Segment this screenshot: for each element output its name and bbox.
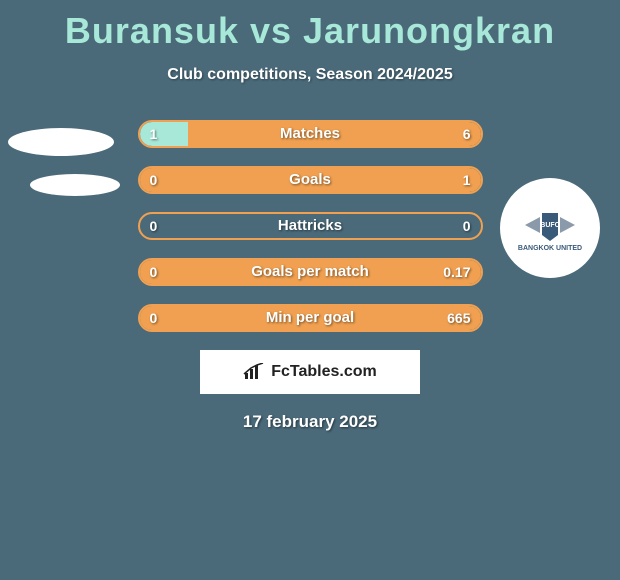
stat-label: Goals per match [140, 260, 481, 284]
stat-label: Min per goal [140, 306, 481, 330]
player-right-badge: BUFC BANGKOK UNITED [500, 178, 600, 278]
stat-value-right: 6 [463, 122, 471, 146]
club-logo: BUFC BANGKOK UNITED [500, 178, 600, 278]
stat-row: 0Goals1 [138, 166, 483, 194]
brand-badge: FcTables.com [200, 350, 420, 394]
stat-label: Hattricks [140, 214, 481, 238]
club-name: BANGKOK UNITED [518, 245, 582, 252]
stat-value-right: 1 [463, 168, 471, 192]
stat-value-right: 0.17 [443, 260, 470, 284]
stat-row: 1Matches6 [138, 120, 483, 148]
stats-container: 1Matches60Goals10Hattricks00Goals per ma… [138, 120, 483, 332]
ellipse-icon [8, 128, 114, 156]
stat-label: Matches [140, 122, 481, 146]
stat-value-right: 0 [463, 214, 471, 238]
stat-row: 0Goals per match0.17 [138, 258, 483, 286]
stat-value-right: 665 [447, 306, 470, 330]
page-title: Buransuk vs Jarunongkran [0, 0, 620, 52]
subtitle: Club competitions, Season 2024/2025 [0, 66, 620, 84]
ellipse-icon [30, 174, 120, 196]
stat-row: 0Hattricks0 [138, 212, 483, 240]
svg-text:BUFC: BUFC [540, 222, 559, 229]
wings-icon: BUFC [520, 205, 580, 245]
date-text: 17 february 2025 [0, 412, 620, 432]
stat-row: 0Min per goal665 [138, 304, 483, 332]
stat-label: Goals [140, 168, 481, 192]
chart-icon [243, 363, 265, 381]
brand-text: FcTables.com [271, 363, 377, 381]
